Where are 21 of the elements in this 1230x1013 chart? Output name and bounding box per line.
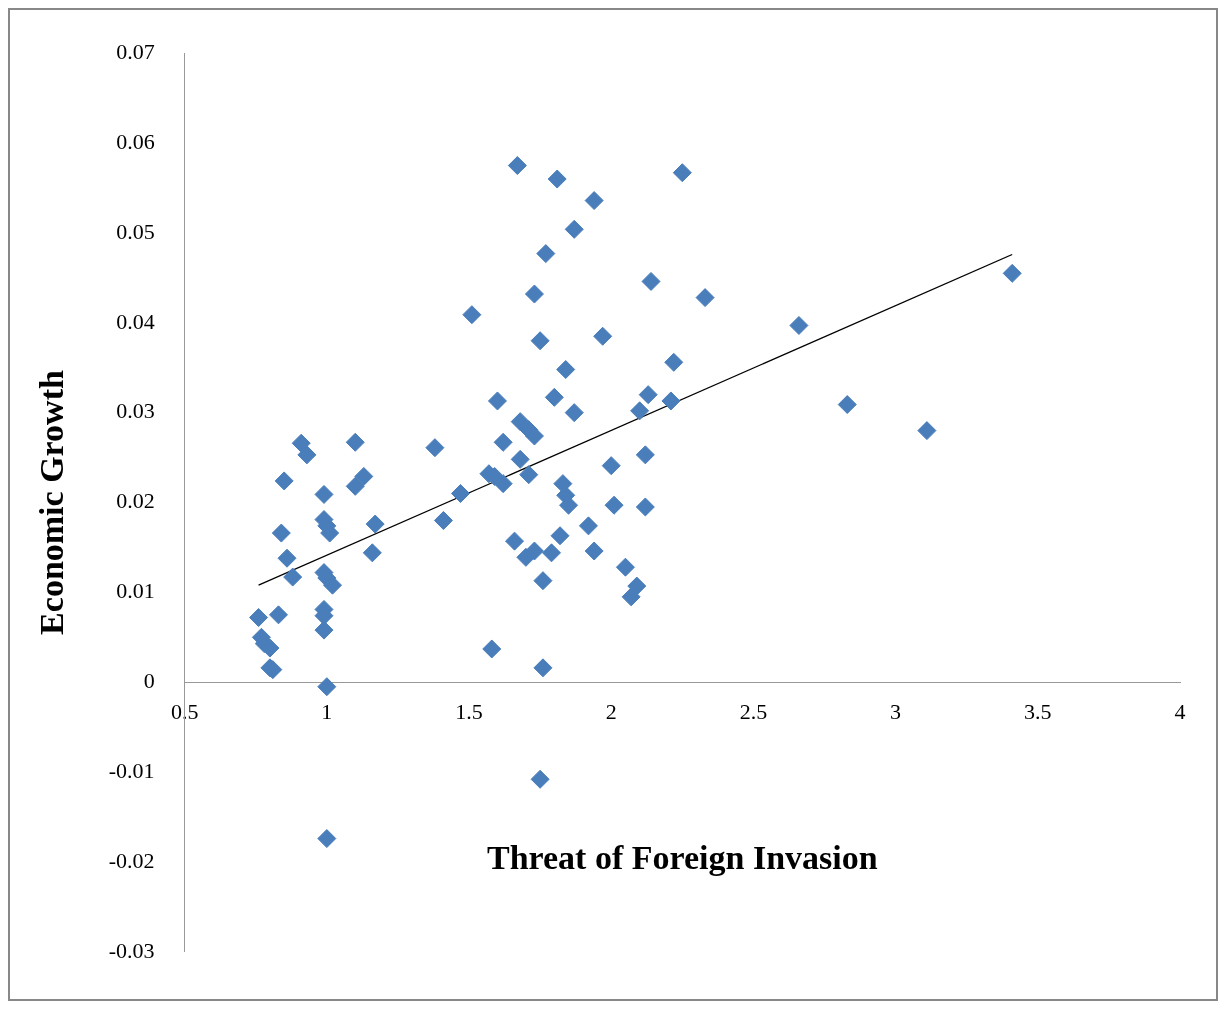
y-tick-label: 0 bbox=[143, 668, 155, 693]
y-tick-label: 0.01 bbox=[116, 578, 155, 604]
x-tick-label: 2.5 bbox=[739, 699, 768, 725]
y-tick-label: 0.05 bbox=[116, 218, 155, 244]
x-axis-title: Threat of Foreign Invasion bbox=[486, 838, 878, 876]
y-tick-label: -0.02 bbox=[108, 847, 155, 873]
y-tick-label: 0.02 bbox=[116, 488, 155, 514]
y-tick-label: 0.07 bbox=[116, 38, 155, 64]
x-tick-label: 0.5 bbox=[170, 699, 199, 725]
x-tick-label: 3.5 bbox=[1024, 699, 1052, 725]
y-tick-label: -0.03 bbox=[108, 937, 155, 963]
x-tick-label: 2 bbox=[605, 699, 617, 725]
x-tick-label: 1.5 bbox=[455, 699, 483, 725]
x-tick-label: 1 bbox=[321, 699, 333, 725]
y-axis-title: Economic Growth bbox=[33, 370, 71, 635]
x-tick-label: 3 bbox=[890, 699, 902, 725]
y-tick-label: -0.01 bbox=[108, 757, 155, 783]
x-tick-label: 4 bbox=[1174, 699, 1186, 725]
y-tick-label: 0.06 bbox=[116, 128, 155, 154]
y-tick-label: 0.04 bbox=[116, 308, 155, 334]
y-tick-label: 0.03 bbox=[116, 398, 155, 424]
